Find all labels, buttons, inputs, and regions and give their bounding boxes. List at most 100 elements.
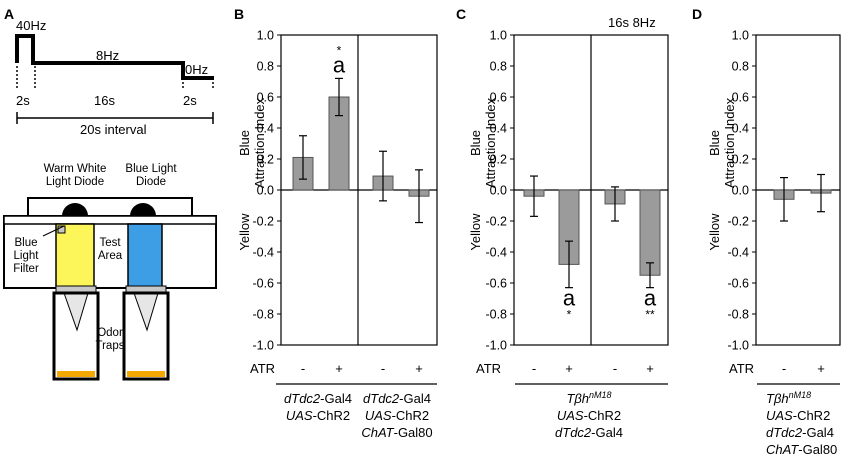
atr-label: ATR	[729, 361, 754, 376]
test-area-label-1: Test	[99, 237, 121, 249]
y-tick-label: 0.2	[732, 153, 749, 167]
panel-b-letter: B	[234, 6, 244, 22]
atr-category-label: +	[335, 361, 343, 376]
timing-diagram: 40Hz 8Hz 0Hz 2s 16s 2s 20s interval	[15, 18, 214, 137]
y-tick-label: 0.8	[732, 60, 749, 74]
apparatus-diagram: Warm White Light Diode Blue Light Diode …	[3, 163, 217, 381]
test-area-label-2: Area	[98, 250, 123, 262]
atr-category-label: -	[301, 361, 305, 376]
y-tick-label: 0.4	[732, 122, 749, 136]
odor-traps-label-2: Traps	[96, 340, 125, 352]
y-tick-label: 0.0	[490, 184, 507, 198]
significance-star: *	[567, 308, 572, 322]
y-tick-label: 1.0	[732, 29, 749, 43]
start-duration: 2s	[16, 93, 30, 108]
significance-letter: a	[644, 286, 657, 311]
y-tick-label: 0.4	[490, 122, 507, 136]
significance-letter: a	[333, 52, 346, 77]
atr-category-label: +	[817, 361, 825, 376]
panel-a: A 40Hz 8Hz 0Hz 2s 16s 2s 20s interval Wa…	[3, 6, 217, 381]
chart-b: 1.0 0.8 0.6 0.4 0.2 0.0 -0.2 -0.4 -0.6 -0.8 -1.0 Bl…	[237, 29, 438, 376]
atr-category-label: -	[381, 361, 385, 376]
genotype-line: TβhnM18	[766, 390, 811, 406]
y-tick-label: 0.8	[490, 60, 507, 74]
odor-bait	[127, 371, 165, 377]
y-tick-label: 0.2	[257, 153, 274, 167]
middle-frequency: 8Hz	[96, 48, 119, 63]
y-tick-label: -0.6	[252, 277, 274, 291]
odor-trap-right	[122, 291, 170, 381]
y-axis-label-index: Attraction Index	[483, 97, 498, 188]
y-tick-label: -0.6	[485, 277, 507, 291]
blue-diode-label-1: Blue Light	[125, 163, 177, 175]
blue-filter-label-3: Filter	[13, 263, 39, 275]
end-duration: 2s	[183, 93, 197, 108]
y-tick-label: -1.0	[727, 339, 749, 353]
y-tick-label: -0.6	[727, 277, 749, 291]
y-tick-label: -0.4	[485, 246, 507, 260]
blue-filter-label-1: Blue	[14, 237, 37, 249]
blue-light-filter	[57, 225, 66, 234]
y-axis-label-yellow: Yellow	[237, 213, 252, 251]
odor-bait	[57, 371, 95, 377]
blue-chamber	[127, 223, 163, 289]
y-tick-label: -1.0	[252, 339, 274, 353]
y-tick-label: 0.6	[257, 91, 274, 105]
panel-c-letter: C	[456, 6, 466, 22]
yellow-chamber	[55, 223, 95, 289]
y-axis-label-yellow: Yellow	[468, 213, 483, 251]
y-tick-label: 0.0	[732, 184, 749, 198]
significance-letter: a	[563, 286, 576, 311]
y-axis-label-yellow: Yellow	[707, 213, 722, 251]
blue-diode-label-2: Diode	[136, 176, 166, 188]
end-frequency: 0Hz	[185, 62, 208, 77]
atr-category-label: +	[415, 361, 423, 376]
genotype-line: UAS-ChR2	[286, 408, 350, 423]
y-axis-label-index: Attraction Index	[722, 97, 737, 188]
warm-white-diode	[62, 203, 88, 216]
start-frequency: 40Hz	[16, 18, 46, 33]
blue-diode	[130, 203, 156, 216]
genotype-line: dTdc2-Gal4	[555, 425, 623, 440]
y-tick-label: -0.2	[485, 215, 507, 229]
y-tick-label: 0.0	[257, 184, 274, 198]
y-tick-label: -0.2	[252, 215, 274, 229]
genotype-line: dTdc2-Gal4	[766, 425, 834, 440]
trap-funnel	[63, 292, 89, 332]
chart-d: 1.0 0.8 0.6 0.4 0.2 0.0 -0.2 -0.4 -0.6 -0.8 -1.0 Bl…	[707, 29, 841, 376]
panel-b: B 1.0 0.8 0.6 0.4 0.2 0.0 -0.2 -0.4 -0.6 -0.8 -1.0…	[234, 6, 438, 440]
y-tick-label: 0.8	[257, 60, 274, 74]
genotype-line: ChAT-Gal80	[361, 425, 432, 440]
warm-white-diode-label-1: Warm White	[44, 163, 107, 175]
y-tick-label: 0.4	[257, 122, 274, 136]
odor-traps-label-1: Odor	[97, 327, 123, 339]
y-axis-label-index: Attraction Index	[252, 97, 267, 188]
genotype-line: dTdc2-Gal4	[363, 391, 431, 406]
genotype-line: UAS-ChR2	[365, 408, 429, 423]
y-tick-label: -0.8	[727, 308, 749, 322]
atr-category-label: -	[532, 361, 536, 376]
y-tick-label: -0.8	[252, 308, 274, 322]
y-tick-label: -0.4	[252, 246, 274, 260]
y-tick-label: 0.6	[732, 91, 749, 105]
atr-category-label: +	[646, 361, 654, 376]
odor-trap-left	[52, 291, 100, 381]
genotype-line: dTdc2-Gal4	[284, 391, 352, 406]
y-tick-label: 1.0	[257, 29, 274, 43]
genotype-line: ChAT-Gal80	[766, 442, 837, 457]
y-tick-label: 1.0	[490, 29, 507, 43]
y-tick-label: -0.4	[727, 246, 749, 260]
genotype-line: TβhnM18	[566, 390, 611, 406]
filter-pointer	[42, 225, 65, 237]
y-axis-label-blue: Blue	[707, 130, 722, 156]
test-box	[3, 215, 217, 289]
chart-c: 1.0 0.8 0.6 0.4 0.2 0.0 -0.2 -0.4 -0.6 -0.8 -1.0 Bl…	[468, 29, 669, 376]
genotype-line: UAS-ChR2	[766, 408, 830, 423]
atr-category-label: -	[782, 361, 786, 376]
panel-d: D 1.0 0.8 0.6 0.4 0.2 0.0 -0.2 -0.4 -0.6 -0.8 -1.0…	[692, 6, 841, 457]
y-tick-label: 0.6	[490, 91, 507, 105]
top-plate	[3, 215, 217, 225]
panel-c: C 16s 8Hz 1.0 0.8 0.6 0.4 0.2 0.0 -0.2 -0.4 -0.6…	[456, 6, 669, 440]
stimulation-header: 16s 8Hz	[608, 15, 656, 30]
atr-label: ATR	[476, 361, 501, 376]
